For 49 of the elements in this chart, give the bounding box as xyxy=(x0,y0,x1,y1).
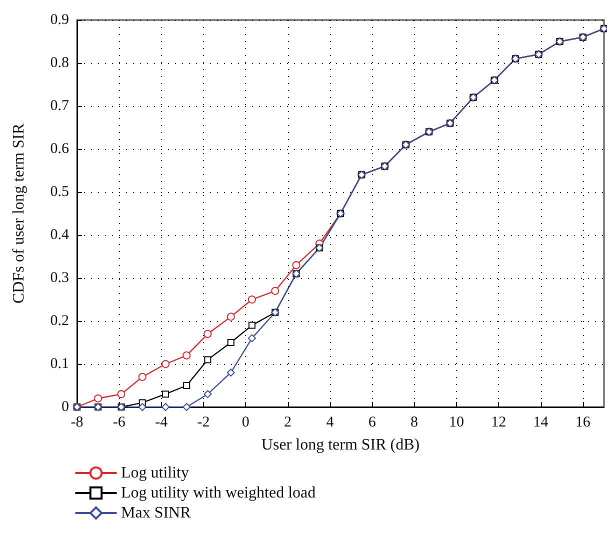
point xyxy=(162,403,170,411)
x-tick-label: -4 xyxy=(155,414,168,430)
point xyxy=(204,330,212,338)
point xyxy=(162,390,170,398)
point xyxy=(94,394,102,402)
point xyxy=(226,368,235,377)
y-tick-label: 0.5 xyxy=(50,184,69,200)
point xyxy=(182,403,191,411)
x-tick-label: -2 xyxy=(197,414,210,430)
y-tick-label: 0 xyxy=(62,399,69,415)
x-tick-label: 6 xyxy=(368,414,376,430)
point xyxy=(182,351,191,360)
x-tick-label: 2 xyxy=(284,414,292,430)
point xyxy=(117,390,126,398)
y-tick-label: 0.4 xyxy=(50,227,70,243)
y-axis-title: CDFs of user long term SIR xyxy=(10,123,28,304)
x-tick-label: 0 xyxy=(242,414,250,430)
point xyxy=(138,403,146,411)
y-tick-label: 0.9 xyxy=(50,12,69,28)
point xyxy=(138,372,146,381)
x-axis-title: User long term SIR (dB) xyxy=(261,436,420,454)
x-tick-label: 14 xyxy=(533,414,549,430)
point xyxy=(271,286,280,295)
x-tick-label: 10 xyxy=(448,414,464,430)
y-tick-label: 0.7 xyxy=(50,98,70,114)
point xyxy=(227,339,234,346)
point xyxy=(292,261,300,270)
point xyxy=(183,382,190,389)
y-tick-label: 0.3 xyxy=(50,270,69,286)
x-tick-label: 12 xyxy=(491,414,506,430)
legend-label: Log utility with weighted load xyxy=(121,484,316,502)
point xyxy=(248,296,256,304)
point xyxy=(204,356,212,364)
y-tick-label: 0.1 xyxy=(50,356,69,372)
point xyxy=(248,334,256,342)
x-tick-label: 4 xyxy=(326,414,334,430)
point xyxy=(204,390,212,398)
legend-label: Max SINR xyxy=(121,504,192,522)
point xyxy=(162,360,170,368)
x-tick-label: -6 xyxy=(112,414,126,430)
point xyxy=(248,322,256,329)
y-tick-label: 0.8 xyxy=(50,55,69,71)
x-tick-label: -8 xyxy=(70,414,84,430)
x-tick-label: 16 xyxy=(575,414,591,430)
y-tick-label: 0.2 xyxy=(50,313,69,329)
legend-label: Log utility xyxy=(121,464,189,482)
point xyxy=(226,312,235,321)
x-tick-label: 8 xyxy=(410,414,418,430)
y-tick-label: 0.6 xyxy=(50,141,70,157)
